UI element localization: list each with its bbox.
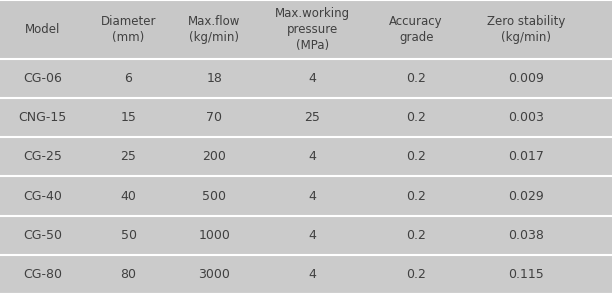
- Text: Accuracy
grade: Accuracy grade: [389, 15, 443, 44]
- Text: Zero stability
(kg/min): Zero stability (kg/min): [487, 15, 565, 44]
- Text: 25: 25: [121, 150, 136, 163]
- Text: 4: 4: [308, 229, 316, 242]
- Bar: [0, 59, 612, 98]
- Text: 18: 18: [206, 72, 222, 85]
- Text: 15: 15: [121, 111, 136, 124]
- Text: Max.flow
(kg/min): Max.flow (kg/min): [188, 15, 241, 44]
- Text: 70: 70: [206, 111, 222, 124]
- Text: 3000: 3000: [198, 268, 230, 281]
- Text: 25: 25: [304, 111, 320, 124]
- Text: Diameter
(mm): Diameter (mm): [101, 15, 156, 44]
- Text: 0.003: 0.003: [509, 111, 544, 124]
- Text: 0.017: 0.017: [509, 150, 544, 163]
- Text: 6: 6: [125, 72, 132, 85]
- Text: 0.2: 0.2: [406, 111, 426, 124]
- Text: 0.2: 0.2: [406, 190, 426, 203]
- Text: 50: 50: [121, 229, 136, 242]
- Bar: [0, 137, 612, 176]
- Text: 0.2: 0.2: [406, 72, 426, 85]
- Text: CG-06: CG-06: [23, 72, 62, 85]
- Bar: [0, 255, 612, 294]
- Text: Model: Model: [25, 23, 61, 36]
- Text: 4: 4: [308, 150, 316, 163]
- Bar: [0, 216, 612, 255]
- Text: 0.009: 0.009: [509, 72, 544, 85]
- Text: CG-50: CG-50: [23, 229, 62, 242]
- Text: 4: 4: [308, 72, 316, 85]
- Text: CG-40: CG-40: [23, 190, 62, 203]
- Text: 0.029: 0.029: [509, 190, 544, 203]
- Text: 0.038: 0.038: [509, 229, 544, 242]
- Text: 0.115: 0.115: [509, 268, 544, 281]
- Text: CNG-15: CNG-15: [19, 111, 67, 124]
- Text: 4: 4: [308, 268, 316, 281]
- Text: CG-80: CG-80: [23, 268, 62, 281]
- Text: 4: 4: [308, 190, 316, 203]
- Text: 80: 80: [121, 268, 136, 281]
- Bar: [0, 176, 612, 216]
- Text: 1000: 1000: [198, 229, 230, 242]
- Text: CG-25: CG-25: [23, 150, 62, 163]
- Bar: [0, 98, 612, 137]
- Bar: [0, 0, 612, 59]
- Text: 0.2: 0.2: [406, 150, 426, 163]
- Text: 200: 200: [202, 150, 226, 163]
- Text: 500: 500: [202, 190, 226, 203]
- Text: 0.2: 0.2: [406, 268, 426, 281]
- Text: 0.2: 0.2: [406, 229, 426, 242]
- Text: Max.working
pressure
(MPa): Max.working pressure (MPa): [275, 7, 349, 52]
- Text: 40: 40: [121, 190, 136, 203]
